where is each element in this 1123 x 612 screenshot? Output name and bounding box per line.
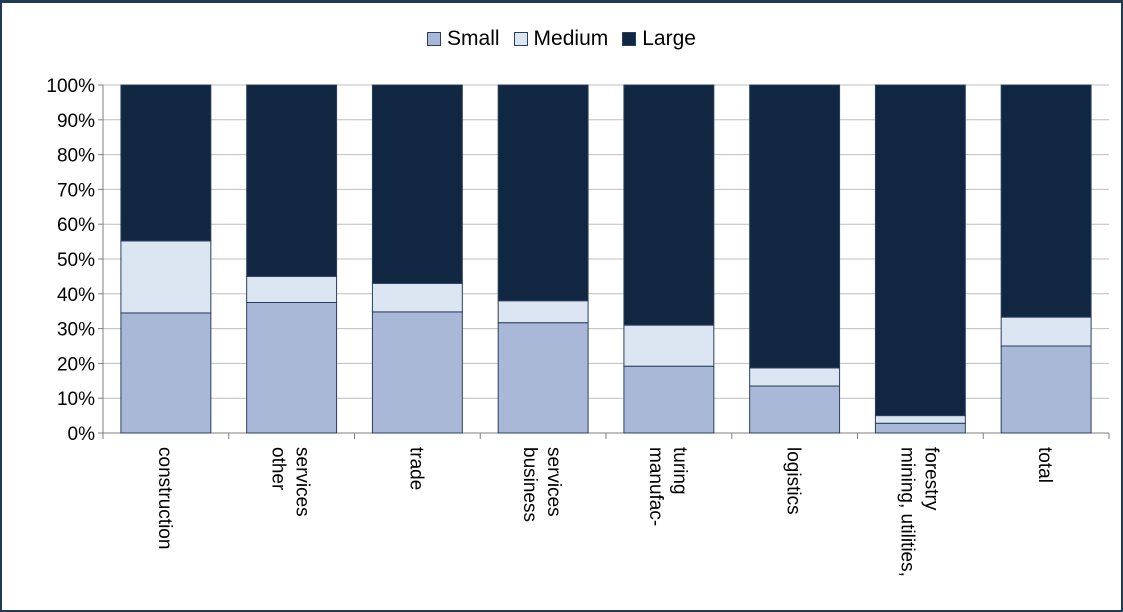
bar-segment-medium <box>623 324 715 367</box>
y-tick-label: 20% <box>57 354 95 375</box>
bar-segment-medium <box>497 300 589 324</box>
legend-swatch <box>622 32 637 46</box>
bar-segment-medium <box>1000 316 1092 347</box>
legend-label: Small <box>447 27 500 50</box>
legend-label: Medium <box>533 27 609 50</box>
y-tick-label: 100% <box>46 76 95 97</box>
x-tick-label: mining, utilities, forestry <box>896 447 941 577</box>
y-tick-label: 50% <box>57 250 95 271</box>
legend-item-large: Large <box>622 27 696 51</box>
bar-segment-medium <box>874 415 966 424</box>
legend-item-medium: Medium <box>513 27 609 51</box>
legend-label: Large <box>642 27 696 50</box>
x-tick-label: trade <box>405 447 426 490</box>
bar-segment-large <box>246 84 338 277</box>
bar-segment-small <box>120 312 212 434</box>
x-tick-label: total <box>1034 447 1055 483</box>
y-tick-label: 40% <box>57 285 95 306</box>
x-tick-label: manufac-turing <box>645 447 690 526</box>
x-tick-label: business services <box>519 447 564 522</box>
bar-segment-large <box>1000 84 1092 318</box>
bar-segment-small <box>1000 345 1092 434</box>
bar-segment-medium <box>371 282 463 313</box>
bar-segment-small <box>246 302 338 434</box>
bar-segment-small <box>623 365 715 434</box>
bar-segment-small <box>497 322 589 434</box>
bar-segment-medium <box>749 367 841 387</box>
legend-swatch <box>513 32 528 46</box>
stacked-bar-chart: 0% 10% 20% 30% 40% 50% 60% 70% 80% 90% 100% constru… <box>46 76 1110 577</box>
y-tick-label: 70% <box>57 180 95 201</box>
bar-segment-small <box>749 385 841 434</box>
bar-segment-large <box>749 84 841 369</box>
y-tick-label: 10% <box>57 389 95 410</box>
bar-segment-medium <box>120 240 212 314</box>
bar-segment-large <box>874 84 966 417</box>
bar-segment-medium <box>246 275 338 303</box>
legend-swatch <box>427 32 442 46</box>
bar-segment-small <box>874 422 966 434</box>
y-tick-label: 90% <box>57 111 95 132</box>
x-tick-label: construction <box>154 447 175 549</box>
chart-legend: Small Medium Large <box>2 27 1121 51</box>
y-tick-label: 0% <box>68 424 96 445</box>
y-tick-label: 30% <box>57 320 95 341</box>
bar-segment-small <box>371 311 463 434</box>
bar-segment-large <box>497 84 589 302</box>
bar-segment-large <box>120 84 212 242</box>
legend-item-small: Small <box>427 27 500 51</box>
y-tick-label: 80% <box>57 146 95 167</box>
bar-segment-large <box>371 84 463 284</box>
bar-segment-large <box>623 84 715 326</box>
x-tick-label: other services <box>268 447 313 517</box>
y-tick-label: 60% <box>57 215 95 236</box>
x-tick-label: logistics <box>783 447 804 515</box>
